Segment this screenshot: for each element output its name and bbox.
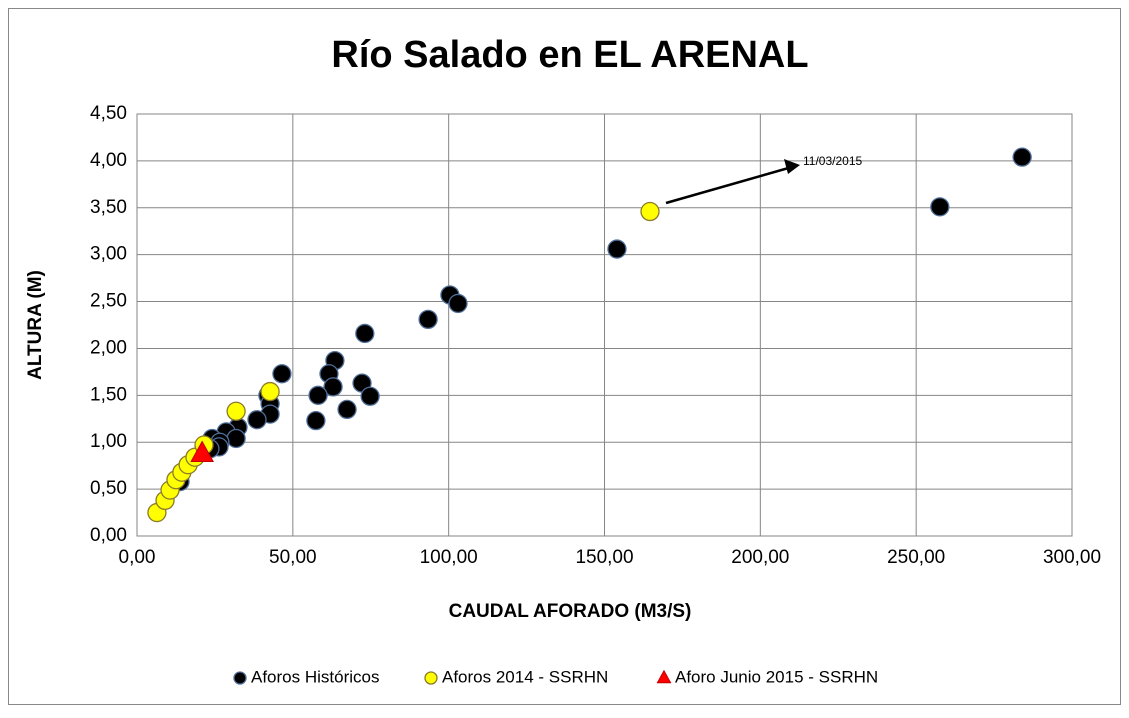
- x-axis-label: CAUDAL AFORADO (M3/S): [449, 601, 692, 622]
- y-tick-label: 4,50: [90, 103, 127, 124]
- chart-border: [8, 8, 1121, 705]
- point: [272, 364, 292, 384]
- point: [418, 309, 438, 330]
- legend-marker: [424, 671, 438, 685]
- point: [448, 293, 468, 314]
- chart-title: Río Salado en EL ARENAL: [331, 34, 808, 76]
- point: [640, 201, 660, 222]
- legend-label: Aforo Junio 2015 - SSRHN: [675, 667, 878, 686]
- arrow-head: [784, 159, 800, 174]
- point: [355, 323, 375, 344]
- point: [226, 401, 246, 421]
- point: [308, 385, 328, 405]
- point: [930, 197, 950, 217]
- grid: 0,00 0,50 1,00 1,50 2,00 2,50 3,00 3,50 4,00 4,50…: [90, 103, 1101, 568]
- point: [323, 377, 343, 397]
- y-tick-label: 4,00: [90, 150, 127, 171]
- point: [1012, 147, 1032, 167]
- marks: [147, 147, 1032, 523]
- y-tick-label: 3,00: [90, 244, 127, 265]
- legend-marker: [656, 669, 672, 684]
- y-axis-label: ALTURA (M): [25, 270, 46, 380]
- point: [226, 428, 246, 449]
- x-tick-label: 0,00: [119, 547, 156, 568]
- point: [260, 381, 280, 402]
- annotation: 11/03/2015: [803, 154, 862, 168]
- point: [360, 386, 380, 406]
- x-tick-label: 250,00: [887, 547, 945, 568]
- x-tick-label: 300,00: [1043, 547, 1101, 568]
- legend-marker: [233, 671, 247, 685]
- point: [247, 410, 267, 430]
- legend: Aforos Históricos Aforos 2014 - SSRHN Afor…: [233, 667, 878, 686]
- y-tick-label: 2,00: [90, 337, 127, 358]
- x-tick-label: 100,00: [420, 547, 478, 568]
- point: [190, 440, 214, 462]
- x-tick-label: 50,00: [269, 547, 317, 568]
- y-tick-label: 0,50: [90, 478, 127, 499]
- annotation-arrow: [665, 165, 793, 205]
- y-tick-label: 0,00: [90, 525, 127, 546]
- x-tick-label: 200,00: [731, 547, 789, 568]
- point: [306, 411, 326, 431]
- y-tick-label: 1,50: [90, 384, 127, 405]
- legend-label: Aforos Históricos: [251, 667, 379, 686]
- y-tick-label: 1,00: [90, 431, 127, 452]
- legend-label: Aforos 2014 - SSRHN: [442, 667, 608, 686]
- x-tick-label: 150,00: [575, 547, 633, 568]
- y-tick-label: 3,50: [90, 197, 127, 218]
- point: [337, 399, 357, 420]
- y-tick-label: 2,50: [90, 291, 127, 312]
- point: [607, 239, 627, 259]
